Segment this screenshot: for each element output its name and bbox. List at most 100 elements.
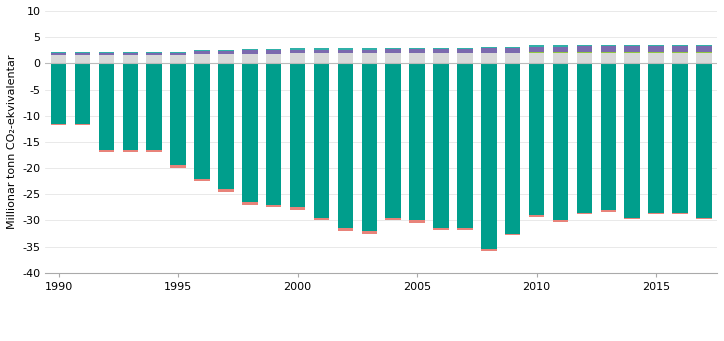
Bar <box>649 46 664 51</box>
Bar <box>313 50 329 53</box>
Bar <box>505 234 521 235</box>
Bar <box>409 48 425 49</box>
Bar <box>218 50 234 51</box>
Bar <box>98 150 114 152</box>
Bar <box>696 53 712 63</box>
Bar <box>266 50 282 54</box>
Bar <box>361 231 377 234</box>
Bar <box>385 49 401 53</box>
Y-axis label: Millionar tonn CO₂-ekvivalentar: Millionar tonn CO₂-ekvivalentar <box>7 55 17 229</box>
Bar <box>409 220 425 223</box>
Bar <box>481 47 497 48</box>
Bar <box>673 212 688 214</box>
Bar <box>385 63 401 218</box>
Bar <box>242 49 258 50</box>
Bar <box>337 63 353 228</box>
Bar <box>505 63 521 234</box>
Bar <box>457 49 473 53</box>
Bar <box>290 207 306 210</box>
Bar <box>51 123 67 125</box>
Bar <box>481 249 497 251</box>
Bar <box>433 63 449 228</box>
Bar <box>122 150 138 152</box>
Bar <box>266 205 282 207</box>
Bar <box>552 63 568 220</box>
Bar <box>98 53 114 55</box>
Bar <box>194 51 210 54</box>
Bar <box>409 49 425 53</box>
Bar <box>505 48 521 53</box>
Bar <box>313 48 329 50</box>
Bar <box>75 53 90 55</box>
Bar <box>313 63 329 218</box>
Bar <box>170 51 186 53</box>
Bar <box>242 50 258 54</box>
Bar <box>457 228 473 231</box>
Bar <box>75 56 90 63</box>
Bar <box>337 48 353 50</box>
Bar <box>433 48 449 49</box>
Bar <box>505 47 521 48</box>
Bar <box>194 63 210 179</box>
Bar <box>552 53 568 63</box>
Bar <box>51 63 67 123</box>
Bar <box>313 218 329 220</box>
Bar <box>649 45 664 46</box>
Bar <box>361 50 377 53</box>
Bar <box>146 63 162 150</box>
Bar <box>194 55 210 63</box>
Bar <box>337 53 353 63</box>
Bar <box>433 49 449 53</box>
Bar <box>624 45 640 46</box>
Bar <box>457 53 473 63</box>
Bar <box>146 56 162 63</box>
Bar <box>600 210 616 211</box>
Bar <box>218 51 234 54</box>
Bar <box>624 63 640 218</box>
Bar <box>242 63 258 202</box>
Bar <box>576 63 592 212</box>
Bar <box>385 48 401 49</box>
Bar <box>433 228 449 231</box>
Bar <box>170 56 186 63</box>
Bar <box>529 53 544 63</box>
Bar <box>170 53 186 55</box>
Bar <box>313 53 329 63</box>
Bar <box>337 50 353 53</box>
Bar <box>552 45 568 47</box>
Bar <box>576 46 592 51</box>
Bar <box>337 228 353 231</box>
Bar <box>696 46 712 51</box>
Bar <box>552 52 568 53</box>
Bar <box>529 215 544 217</box>
Bar <box>266 49 282 50</box>
Bar <box>361 53 377 63</box>
Bar <box>361 63 377 231</box>
Bar <box>290 53 306 63</box>
Bar <box>481 53 497 63</box>
Bar <box>409 53 425 63</box>
Bar <box>194 50 210 51</box>
Bar <box>385 218 401 220</box>
Bar <box>673 63 688 212</box>
Bar <box>600 53 616 63</box>
Bar <box>576 52 592 53</box>
Bar <box>361 48 377 50</box>
Bar <box>218 55 234 63</box>
Bar <box>290 48 306 50</box>
Bar <box>673 53 688 63</box>
Bar <box>98 63 114 150</box>
Bar <box>649 53 664 63</box>
Bar <box>457 63 473 228</box>
Bar <box>242 202 258 205</box>
Bar <box>505 53 521 63</box>
Bar <box>576 45 592 46</box>
Bar <box>75 123 90 125</box>
Bar <box>529 63 544 215</box>
Bar <box>290 50 306 53</box>
Bar <box>75 51 90 53</box>
Bar <box>552 220 568 222</box>
Bar <box>146 51 162 53</box>
Bar <box>481 48 497 53</box>
Bar <box>600 45 616 46</box>
